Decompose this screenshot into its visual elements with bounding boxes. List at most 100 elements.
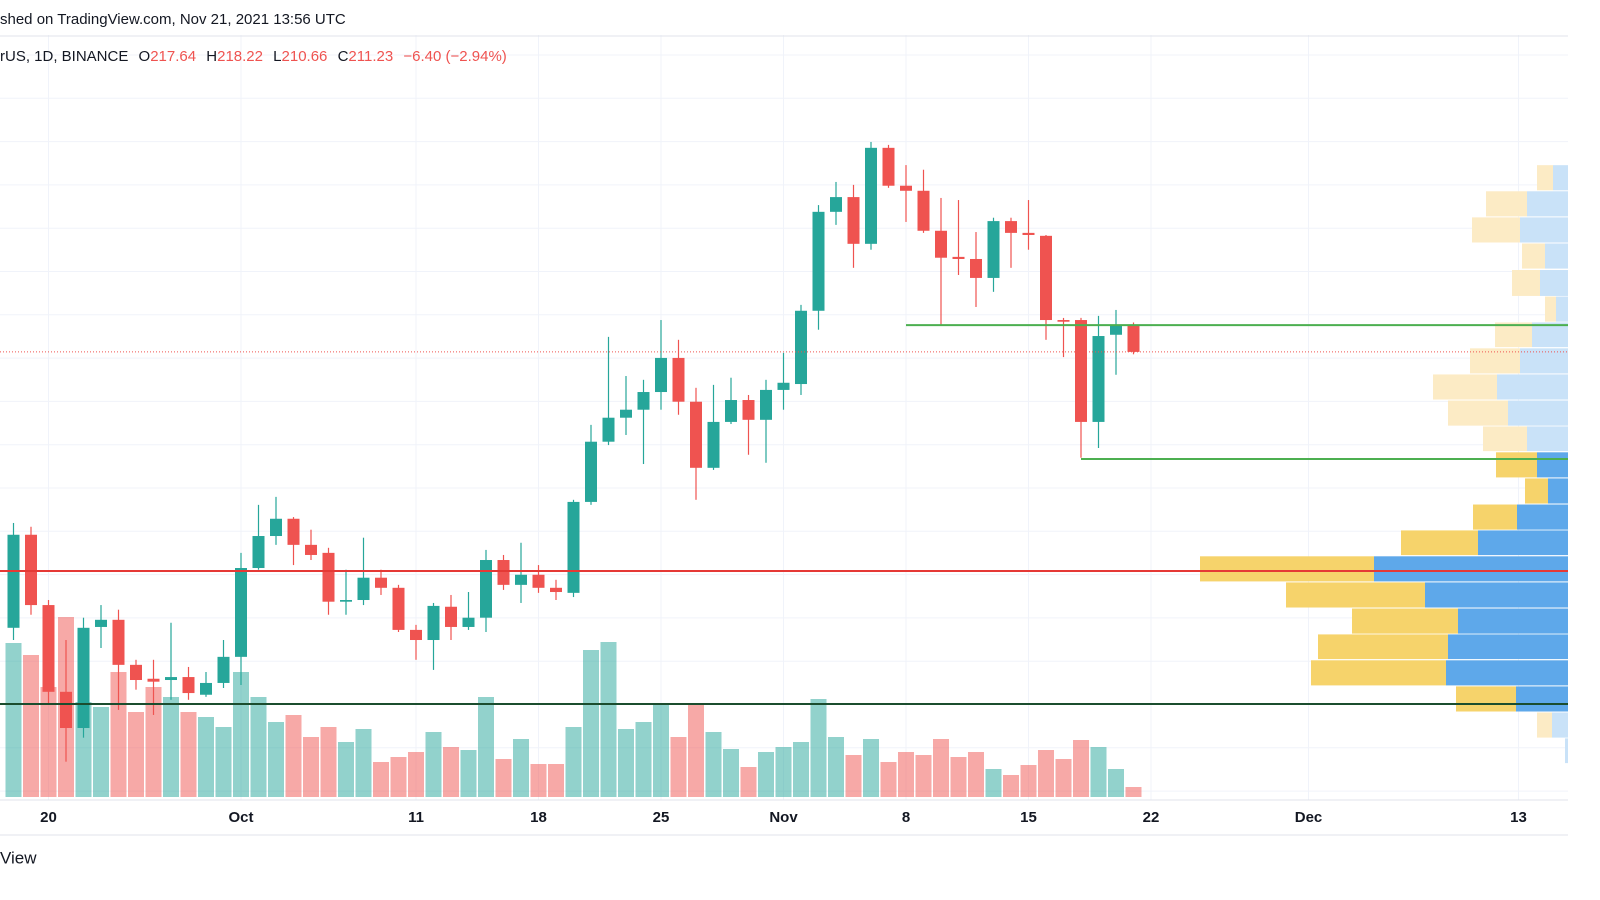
x-tick-label: Nov xyxy=(769,809,798,826)
volume-bar xyxy=(460,750,477,797)
profile-up xyxy=(1548,478,1568,504)
volume-bar xyxy=(688,705,704,797)
profile-up xyxy=(1553,165,1568,191)
candle-body xyxy=(515,574,527,585)
profile-up xyxy=(1446,660,1568,686)
profile-down xyxy=(1496,452,1537,478)
volume-bar xyxy=(898,752,914,797)
volume-bar xyxy=(40,687,57,797)
candle-body xyxy=(235,568,247,657)
profile-down xyxy=(1473,504,1517,530)
candle-body xyxy=(25,534,37,606)
x-tick-label: 18 xyxy=(530,809,547,826)
volume-bar xyxy=(215,727,232,797)
x-tick-label: 20 xyxy=(40,809,57,826)
candle-body xyxy=(165,677,177,681)
x-tick-label: 22 xyxy=(1143,809,1160,826)
profile-up xyxy=(1448,634,1568,660)
legend-value: 211.23 xyxy=(348,48,393,65)
volume-bar xyxy=(1020,765,1037,797)
profile-down xyxy=(1448,400,1508,426)
profile-down xyxy=(1433,374,1497,400)
volume-bar xyxy=(775,747,792,797)
candle-body xyxy=(357,577,370,601)
candle-body xyxy=(252,536,265,569)
candle-body xyxy=(410,629,422,641)
legend-change-pct: (−2.94%) xyxy=(446,48,507,65)
volume-bar xyxy=(1038,750,1054,797)
candles xyxy=(7,141,1140,762)
volume-bar xyxy=(373,762,389,797)
volume-bar xyxy=(163,697,179,797)
x-tick-label: Dec xyxy=(1295,809,1323,826)
volume-bar xyxy=(985,769,1002,797)
volume-bar xyxy=(583,650,599,797)
candle-body xyxy=(392,587,405,630)
volume-bar xyxy=(705,732,722,797)
candle-body xyxy=(287,518,300,545)
profile-up xyxy=(1508,400,1568,426)
candle-body xyxy=(375,577,387,588)
volume-bar xyxy=(548,764,564,797)
volume-bar xyxy=(1090,747,1107,797)
profile-up xyxy=(1540,270,1568,296)
candle-body xyxy=(217,656,230,683)
profile-down xyxy=(1545,296,1556,322)
profile-down xyxy=(1318,634,1448,660)
volume-bar xyxy=(793,742,809,797)
candle-body xyxy=(585,441,597,502)
candle-body xyxy=(847,197,860,244)
candle-body xyxy=(305,544,317,555)
candle-body xyxy=(42,605,55,692)
profile-up xyxy=(1517,504,1568,530)
candle-body xyxy=(620,409,632,418)
profile-down xyxy=(1286,582,1425,608)
candle-body xyxy=(1040,235,1052,321)
candle-body xyxy=(1075,320,1087,422)
candle-body xyxy=(95,619,107,627)
candle-body xyxy=(760,389,772,420)
profile-up xyxy=(1374,556,1568,582)
candle-body xyxy=(830,197,842,212)
profile-up xyxy=(1545,243,1568,269)
candle-body xyxy=(1005,221,1017,233)
profile-up xyxy=(1537,452,1568,478)
candle-body xyxy=(900,185,912,191)
profile-up xyxy=(1497,374,1568,400)
volume-bar xyxy=(1108,769,1124,797)
profile-down xyxy=(1472,217,1520,243)
candle-body xyxy=(970,258,982,278)
x-tick-label: 15 xyxy=(1020,809,1037,826)
volume-bar xyxy=(845,755,862,797)
ohlc-legend: rUS, 1D, BINANCE O217.64 H218.22 L210.66… xyxy=(0,48,507,65)
candle-body xyxy=(602,417,615,442)
candle-body xyxy=(147,678,160,682)
candle-body xyxy=(270,518,282,537)
profile-up xyxy=(1565,738,1568,764)
profile-up xyxy=(1527,191,1568,217)
profile-up xyxy=(1516,686,1568,712)
profile-down xyxy=(1456,686,1516,712)
volume-bar xyxy=(810,699,827,797)
candle-body xyxy=(795,310,807,385)
volume-bar xyxy=(425,732,442,797)
volume-bar xyxy=(408,752,424,797)
candle-body xyxy=(77,627,90,729)
volume-bar xyxy=(1073,740,1089,797)
volume-bar xyxy=(250,697,267,797)
candle-body xyxy=(672,357,685,402)
volume-bar xyxy=(565,727,582,797)
legend-key: H xyxy=(206,48,217,65)
volume-bar xyxy=(320,727,337,797)
legend-value: 210.66 xyxy=(282,48,328,65)
candle-body xyxy=(200,682,212,695)
volume-bar xyxy=(1003,775,1019,797)
candle-body xyxy=(917,190,930,231)
volume-bar xyxy=(530,764,547,797)
candle-body xyxy=(60,691,72,729)
candle-body xyxy=(952,256,965,259)
candle-body xyxy=(532,574,545,588)
profile-up xyxy=(1532,322,1568,348)
volume-bar xyxy=(933,739,949,797)
